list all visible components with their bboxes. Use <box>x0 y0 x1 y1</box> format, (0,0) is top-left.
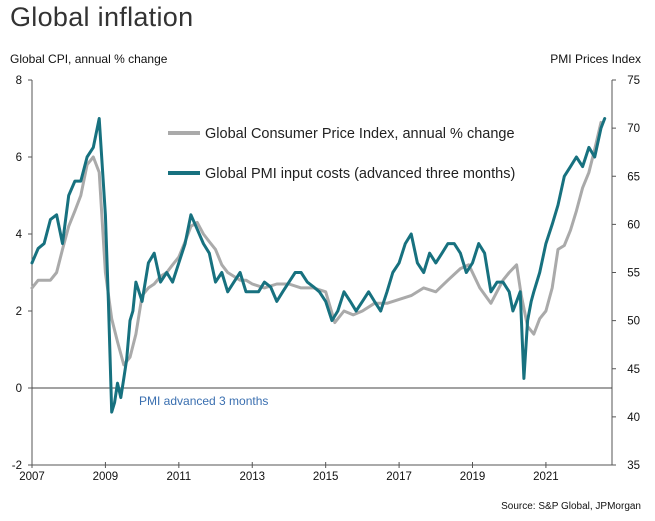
right-tick-label: 50 <box>627 316 640 328</box>
x-tick-label: 2015 <box>313 471 339 483</box>
right-tick-label: 65 <box>627 171 640 183</box>
left-tick-label: -2 <box>12 460 22 472</box>
series-line-pmi <box>30 117 607 414</box>
source-note: Source: S&P Global, JPMorgan <box>501 501 641 512</box>
x-tick-label: 2011 <box>166 471 191 483</box>
right-tick-label: 40 <box>627 412 640 424</box>
right-tick-label: 75 <box>627 75 640 87</box>
series-layer <box>30 117 607 414</box>
x-tick-label: 2021 <box>533 471 559 483</box>
right-tick-label: 55 <box>627 268 640 280</box>
left-tick-label: 2 <box>16 306 22 318</box>
legend-label-pmi: Global PMI input costs (advanced three m… <box>205 166 515 182</box>
x-tick-label: 2017 <box>386 471 412 483</box>
legend-label-cpi: Global Consumer Price Index, annual % ch… <box>205 126 515 142</box>
left-axis-title: Global CPI, annual % change <box>10 52 168 66</box>
axes-layer: -2 0 2 4 6 8 35 40 45 50 55 60 65 70 75 2007 2009 2011 201… <box>12 75 640 483</box>
right-tick-label: 35 <box>627 460 640 472</box>
x-tick-label: 2007 <box>19 471 45 483</box>
x-tick-label: 2013 <box>239 471 265 483</box>
right-axis-title: PMI Prices Index <box>550 52 641 66</box>
left-tick-label: 4 <box>16 229 23 241</box>
left-tick-label: 0 <box>16 383 22 395</box>
right-tick-label: 60 <box>627 219 640 231</box>
annotation-pmi-advanced: PMI advanced 3 months <box>139 394 268 408</box>
legend: Global Consumer Price Index, annual % ch… <box>168 126 515 182</box>
x-tick-label: 2009 <box>93 471 119 483</box>
left-tick-label: 6 <box>16 152 22 164</box>
series-line-cpi <box>30 120 603 367</box>
right-tick-label: 45 <box>627 364 640 376</box>
right-tick-label: 70 <box>627 123 640 135</box>
x-tick-label: 2019 <box>460 471 486 483</box>
chart-title: Global inflation <box>10 2 194 32</box>
left-tick-label: 8 <box>16 75 22 87</box>
